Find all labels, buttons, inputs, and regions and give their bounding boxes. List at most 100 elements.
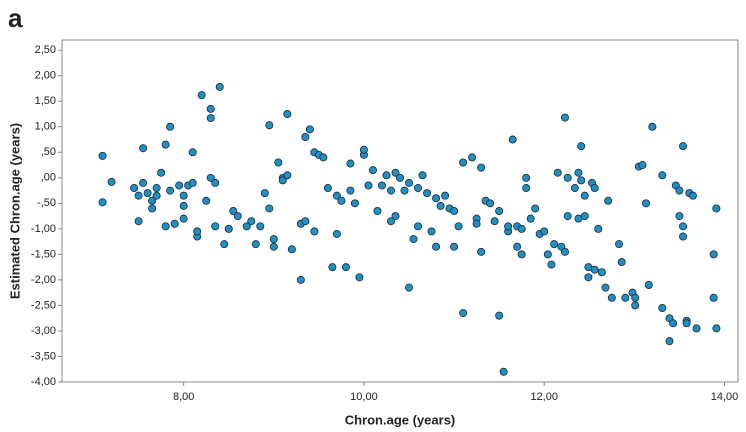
y-tick-label: -2,50 xyxy=(31,299,56,311)
point xyxy=(161,140,170,149)
point xyxy=(486,199,495,208)
point xyxy=(477,163,486,172)
point xyxy=(405,283,414,292)
point xyxy=(283,110,292,119)
point xyxy=(526,214,535,223)
point xyxy=(301,217,310,226)
point xyxy=(712,324,721,333)
point xyxy=(658,303,667,312)
point xyxy=(341,263,350,272)
point xyxy=(328,263,337,272)
point xyxy=(540,227,549,236)
point xyxy=(675,212,684,221)
point xyxy=(265,121,274,130)
point xyxy=(617,258,626,267)
point xyxy=(323,184,332,193)
point xyxy=(148,196,157,205)
point xyxy=(400,186,409,195)
y-tick-label: ,00 xyxy=(41,172,56,184)
point xyxy=(631,301,640,310)
point xyxy=(391,212,400,221)
point xyxy=(188,178,197,187)
point xyxy=(692,324,701,333)
point xyxy=(543,250,552,259)
point xyxy=(206,114,215,123)
point xyxy=(386,217,395,226)
point xyxy=(179,201,188,210)
x-tick-label: 10,00 xyxy=(350,391,378,403)
point xyxy=(577,176,586,185)
point xyxy=(332,191,341,200)
point xyxy=(260,189,269,198)
point xyxy=(679,222,688,231)
point xyxy=(98,198,107,207)
point xyxy=(139,144,148,153)
point xyxy=(499,367,508,376)
point xyxy=(197,91,206,100)
point xyxy=(477,247,486,256)
point xyxy=(580,212,589,221)
point xyxy=(166,186,175,195)
point xyxy=(607,293,616,302)
point xyxy=(508,135,517,144)
panel-label: a xyxy=(8,3,23,33)
point xyxy=(346,186,355,195)
point xyxy=(269,242,278,251)
y-tick-label: -1,00 xyxy=(31,223,56,235)
point xyxy=(143,189,152,198)
point xyxy=(454,222,463,231)
y-tick-label: ,50 xyxy=(41,146,56,158)
point xyxy=(242,222,251,231)
point xyxy=(423,189,432,198)
x-tick-label: 12,00 xyxy=(530,391,558,403)
point xyxy=(665,337,674,346)
point xyxy=(233,212,242,221)
point xyxy=(161,222,170,231)
point xyxy=(584,273,593,282)
point xyxy=(368,166,377,175)
point xyxy=(359,145,368,154)
point xyxy=(332,229,341,238)
y-tick-label: 2,00 xyxy=(35,70,56,82)
point xyxy=(256,222,265,231)
point xyxy=(229,206,238,215)
point xyxy=(517,224,526,233)
point xyxy=(709,293,718,302)
point xyxy=(468,153,477,162)
point xyxy=(278,176,287,185)
point xyxy=(395,173,404,182)
point xyxy=(134,191,143,200)
point xyxy=(563,212,572,221)
point xyxy=(211,178,220,187)
point xyxy=(580,191,589,200)
point xyxy=(305,125,314,134)
point xyxy=(382,171,391,180)
point xyxy=(179,214,188,223)
point xyxy=(517,250,526,259)
point xyxy=(590,265,599,274)
point xyxy=(224,224,233,233)
point xyxy=(560,247,569,256)
point xyxy=(547,260,556,269)
point xyxy=(139,178,148,187)
point xyxy=(450,242,459,251)
point xyxy=(658,171,667,180)
point xyxy=(679,232,688,241)
point xyxy=(604,196,613,205)
point xyxy=(495,311,504,320)
point xyxy=(712,204,721,213)
point xyxy=(563,173,572,182)
point xyxy=(642,199,651,208)
point xyxy=(418,171,427,180)
point xyxy=(432,194,441,203)
point xyxy=(682,319,691,328)
point xyxy=(296,275,305,284)
y-tick-label: -3,00 xyxy=(31,325,56,337)
point xyxy=(427,227,436,236)
y-tick-label: -1,50 xyxy=(31,248,56,260)
x-axis-title: Chron.age (years) xyxy=(345,412,456,427)
point xyxy=(152,191,161,200)
point xyxy=(134,217,143,226)
point xyxy=(405,178,414,187)
point xyxy=(373,206,382,215)
